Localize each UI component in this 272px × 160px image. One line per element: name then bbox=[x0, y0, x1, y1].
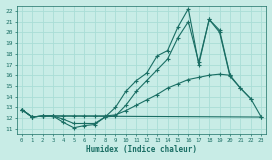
X-axis label: Humidex (Indice chaleur): Humidex (Indice chaleur) bbox=[86, 145, 197, 154]
